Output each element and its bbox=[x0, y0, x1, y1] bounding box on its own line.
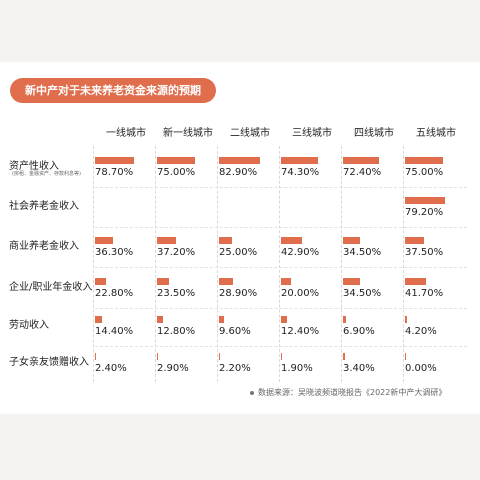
value-label: 37.50% bbox=[405, 247, 444, 258]
value-label: 79.20% bbox=[405, 207, 444, 218]
column-header: 新一线城市 bbox=[163, 128, 213, 139]
value-label: 14.40% bbox=[95, 326, 134, 337]
bar bbox=[405, 237, 424, 244]
bullet-icon bbox=[250, 390, 254, 395]
chart-card bbox=[0, 62, 480, 414]
value-label: 36.30% bbox=[95, 247, 134, 258]
bar bbox=[95, 157, 134, 164]
column-header: 二线城市 bbox=[230, 128, 270, 139]
value-label: 20.00% bbox=[281, 288, 320, 299]
bar bbox=[95, 353, 96, 360]
column-header: 五线城市 bbox=[416, 128, 456, 139]
bar bbox=[157, 157, 195, 164]
value-label: 2.20% bbox=[219, 363, 251, 374]
value-label: 12.80% bbox=[157, 326, 196, 337]
value-label: 41.70% bbox=[405, 288, 444, 299]
row-label: 劳动收入 bbox=[9, 320, 49, 331]
column-header: 一线城市 bbox=[106, 128, 146, 139]
bar bbox=[219, 316, 224, 323]
value-label: 72.40% bbox=[343, 167, 382, 178]
bar bbox=[157, 353, 158, 360]
bar bbox=[405, 353, 406, 360]
value-label: 75.00% bbox=[157, 167, 196, 178]
bar bbox=[405, 197, 445, 204]
bar bbox=[281, 278, 291, 285]
value-label: 78.70% bbox=[95, 167, 134, 178]
value-label: 75.00% bbox=[405, 167, 444, 178]
value-label: 37.20% bbox=[157, 247, 196, 258]
bar bbox=[405, 278, 426, 285]
value-label: 6.90% bbox=[343, 326, 375, 337]
value-label: 9.60% bbox=[219, 326, 251, 337]
bar bbox=[343, 316, 346, 323]
chart-title: 新中产对于未来养老资金来源的预期 bbox=[10, 78, 216, 103]
row-divider bbox=[95, 227, 467, 228]
value-label: 34.50% bbox=[343, 288, 382, 299]
value-label: 0.00% bbox=[405, 363, 437, 374]
row-label: 资产性收入 bbox=[9, 161, 59, 172]
bar bbox=[157, 278, 169, 285]
source-note: 数据来源：吴晓波频道晓报告《2022新中产大调研》 bbox=[250, 387, 468, 398]
column-divider bbox=[155, 146, 156, 382]
bar bbox=[281, 157, 318, 164]
bar bbox=[95, 278, 106, 285]
row-label: 社会养老金收入 bbox=[9, 201, 79, 212]
row-label: 子女亲友馈赠收入 bbox=[9, 357, 89, 368]
row-divider bbox=[95, 346, 467, 347]
column-divider bbox=[217, 146, 218, 382]
column-divider bbox=[341, 146, 342, 382]
value-label: 23.50% bbox=[157, 288, 196, 299]
row-divider bbox=[95, 308, 467, 309]
bar bbox=[95, 316, 102, 323]
value-label: 34.50% bbox=[343, 247, 382, 258]
bar bbox=[157, 237, 176, 244]
bar bbox=[219, 237, 232, 244]
bar bbox=[219, 157, 260, 164]
bar bbox=[281, 316, 287, 323]
value-label: 3.40% bbox=[343, 363, 375, 374]
column-header: 三线城市 bbox=[292, 128, 332, 139]
value-label: 42.90% bbox=[281, 247, 320, 258]
value-label: 4.20% bbox=[405, 326, 437, 337]
row-sublabel: (房租、金融资产、存款利息等) bbox=[12, 171, 81, 177]
column-divider bbox=[279, 146, 280, 382]
source-text: 数据来源：吴晓波频道晓报告《2022新中产大调研》 bbox=[258, 388, 447, 397]
value-label: 2.90% bbox=[157, 363, 189, 374]
bar bbox=[343, 157, 379, 164]
bar bbox=[405, 157, 443, 164]
row-label: 商业养老金收入 bbox=[9, 241, 79, 252]
value-label: 22.80% bbox=[95, 288, 134, 299]
row-label: 企业/职业年金收入 bbox=[9, 282, 93, 293]
bar bbox=[219, 278, 233, 285]
row-divider bbox=[95, 267, 467, 268]
value-label: 74.30% bbox=[281, 167, 320, 178]
bar bbox=[281, 237, 302, 244]
bar bbox=[343, 353, 345, 360]
bar bbox=[157, 316, 163, 323]
value-label: 1.90% bbox=[281, 363, 313, 374]
bar bbox=[95, 237, 113, 244]
value-label: 28.90% bbox=[219, 288, 258, 299]
bar bbox=[405, 316, 407, 323]
column-header: 四线城市 bbox=[354, 128, 394, 139]
bar bbox=[281, 353, 282, 360]
bar bbox=[343, 278, 360, 285]
bar bbox=[343, 237, 360, 244]
column-divider bbox=[403, 146, 404, 382]
value-label: 82.90% bbox=[219, 167, 258, 178]
bar bbox=[219, 353, 220, 360]
value-label: 2.40% bbox=[95, 363, 127, 374]
value-label: 12.40% bbox=[281, 326, 320, 337]
value-label: 25.00% bbox=[219, 247, 258, 258]
column-divider bbox=[93, 146, 94, 382]
row-divider bbox=[95, 187, 467, 188]
